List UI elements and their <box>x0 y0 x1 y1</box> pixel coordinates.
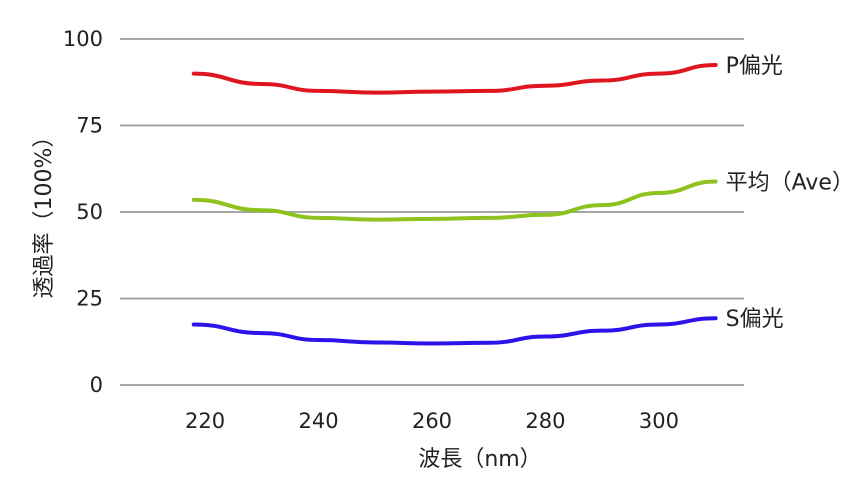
series-line-0 <box>191 62 718 95</box>
x-tick-240: 240 <box>298 409 338 433</box>
series-lines <box>191 62 718 346</box>
x-axis-label: 波長（nm） <box>418 447 541 472</box>
series-label-2: S偏光 <box>726 307 784 332</box>
x-tick-260: 260 <box>412 409 452 433</box>
y-tick-50: 50 <box>76 200 103 224</box>
grid-lines <box>120 38 744 386</box>
y-axis-label: 透過率（100%） <box>32 126 57 299</box>
x-tick-220: 220 <box>185 409 225 433</box>
y-tick-75: 75 <box>76 114 103 138</box>
series-label-1: 平均（Ave） <box>726 171 849 196</box>
series-line-2 <box>191 316 718 346</box>
x-tick-280: 280 <box>525 409 565 433</box>
axis-ticks: 100 75 50 25 0 220 240 260 280 300 <box>63 27 679 433</box>
y-tick-100: 100 <box>63 27 103 51</box>
y-tick-25: 25 <box>76 287 103 311</box>
series-line-1 <box>191 179 718 222</box>
y-tick-0: 0 <box>90 373 103 397</box>
x-tick-300: 300 <box>639 409 679 433</box>
series-label-0: P偏光 <box>726 54 783 79</box>
